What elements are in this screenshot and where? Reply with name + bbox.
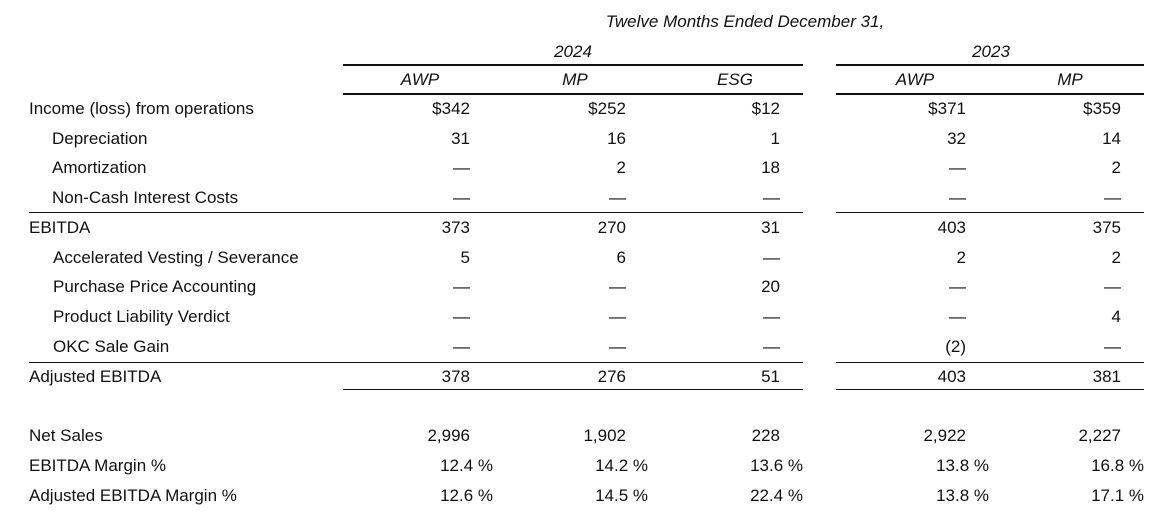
cell-accelerated-vesting-severance-awp-2024: 5 [460,248,470,267]
cell-adjusted-ebitda-margin-awp-2024: 12.6 % [440,486,493,505]
row-label-accelerated-vesting-severance: Accelerated Vesting / Severance [53,248,299,267]
cell-ebitda-awp-2023: 403 [937,218,966,237]
rule-2023-header-bottom [836,93,1144,95]
row-label-amortization: Amortization [52,158,147,177]
row-label-ebitda: EBITDA [29,218,91,237]
col-header-awp-2024: AWP [400,70,440,89]
cell-product-liability-verdict-awp-2023: — [949,307,966,326]
col-header-esg-2024: ESG [717,70,753,89]
cell-amortization-awp-2023: — [949,158,966,177]
cell-okc-sale-gain-awp-2024: — [453,337,470,356]
cell-ebitda-margin-mp-2023: 16.8 % [1091,456,1144,475]
cell-net-sales-mp-2023: 2,227 [1078,426,1121,445]
cell-net-sales-esg-2024: 228 [751,426,780,445]
row-label-non-cash-interest-costs: Non-Cash Interest Costs [52,188,239,207]
cell-accelerated-vesting-severance-mp-2024: 6 [616,248,626,267]
rule-before-adjusted-ebitda-2024 [29,362,803,363]
cell-depreciation-awp-2023: 32 [947,129,966,148]
row-label-depreciation: Depreciation [52,129,148,148]
rule-2024-header-bottom [343,93,803,95]
rule-before-adjusted-ebitda-2023 [836,362,1144,363]
cell-adjusted-ebitda-awp-2024: 378 [441,367,470,386]
cell-depreciation-mp-2024: 16 [607,129,626,148]
cell-amortization-mp-2024: 2 [616,158,626,177]
cell-amortization-mp-2023: 2 [1111,158,1121,177]
cell-adjusted-ebitda-mp-2023: 381 [1092,367,1121,386]
cell-adjusted-ebitda-esg-2024: 51 [761,367,780,386]
rule-after-adjusted-ebitda-2023 [836,389,1144,390]
cell-purchase-price-accounting-mp-2023: — [1104,277,1121,296]
col-header-mp-2023: MP [1057,70,1083,89]
cell-non-cash-interest-costs-esg-2024: — [763,188,780,207]
cell-adjusted-ebitda-margin-mp-2024: 14.5 % [595,486,648,505]
rule-2023-top [836,64,1144,66]
cell-okc-sale-gain-esg-2024: — [763,337,780,356]
row-label-okc-sale-gain: OKC Sale Gain [53,337,170,356]
cell-adjusted-ebitda-margin-esg-2024: 22.4 % [750,486,803,505]
cell-accelerated-vesting-severance-awp-2023: 2 [956,248,966,267]
cell-ebitda-esg-2024: 31 [761,218,780,237]
rule-after-adjusted-ebitda-2024 [343,389,803,390]
cell-ebitda-awp-2024: 373 [441,218,470,237]
cell-depreciation-awp-2024: 31 [451,129,470,148]
cell-purchase-price-accounting-awp-2024: — [453,277,470,296]
cell-net-sales-mp-2024: 1,902 [583,426,626,445]
cell-product-liability-verdict-mp-2024: — [609,307,626,326]
cell-ebitda-margin-awp-2023: 13.8 % [936,456,989,475]
cell-okc-sale-gain-mp-2023: — [1104,337,1121,356]
cell-non-cash-interest-costs-awp-2024: — [453,188,470,207]
cell-adjusted-ebitda-margin-awp-2023: 13.8 % [936,486,989,505]
rule-2024-top [343,64,803,66]
col-header-awp-2023: AWP [895,70,935,89]
cell-non-cash-interest-costs-mp-2024: — [609,188,626,207]
cell-product-liability-verdict-awp-2024: — [453,307,470,326]
cell-product-liability-verdict-mp-2023: 4 [1111,307,1121,326]
cell-income-from-operations-awp-2024: $342 [432,99,470,118]
row-label-income-from-operations: Income (loss) from operations [29,99,254,118]
year-2023-header: 2023 [972,42,1010,61]
cell-product-liability-verdict-esg-2024: — [763,307,780,326]
cell-okc-sale-gain-mp-2024: — [609,337,626,356]
cell-depreciation-mp-2023: 14 [1102,129,1121,148]
period-title: Twelve Months Ended December 31, [605,12,885,31]
cell-adjusted-ebitda-awp-2023: 403 [937,367,966,386]
row-label-adjusted-ebitda-margin: Adjusted EBITDA Margin % [29,486,237,505]
row-label-product-liability-verdict: Product Liability Verdict [53,307,230,326]
cell-purchase-price-accounting-esg-2024: 20 [761,277,780,296]
cell-adjusted-ebitda-mp-2024: 276 [597,367,626,386]
cell-income-from-operations-mp-2024: $252 [588,99,626,118]
cell-non-cash-interest-costs-mp-2023: — [1104,188,1121,207]
cell-adjusted-ebitda-margin-mp-2023: 17.1 % [1091,486,1144,505]
cell-income-from-operations-mp-2023: $359 [1083,99,1121,118]
cell-accelerated-vesting-severance-mp-2023: 2 [1111,248,1121,267]
cell-purchase-price-accounting-mp-2024: — [609,277,626,296]
cell-income-from-operations-awp-2023: $371 [928,99,966,118]
cell-ebitda-mp-2023: 375 [1092,218,1121,237]
row-label-ebitda-margin: EBITDA Margin % [29,456,166,475]
year-2024-header: 2024 [554,42,592,61]
cell-non-cash-interest-costs-awp-2023: — [949,188,966,207]
col-header-mp-2024: MP [562,70,588,89]
cell-ebitda-margin-awp-2024: 12.4 % [440,456,493,475]
rule-before-ebitda-2023 [836,212,1144,213]
cell-amortization-esg-2024: 18 [761,158,780,177]
row-label-adjusted-ebitda: Adjusted EBITDA [29,367,162,386]
cell-net-sales-awp-2024: 2,996 [427,426,470,445]
cell-income-from-operations-esg-2024: $12 [751,99,780,118]
cell-okc-sale-gain-awp-2023: (2) [945,337,966,356]
row-label-purchase-price-accounting: Purchase Price Accounting [53,277,257,296]
cell-accelerated-vesting-severance-esg-2024: — [763,248,780,267]
cell-amortization-awp-2024: — [453,158,470,177]
cell-ebitda-margin-mp-2024: 14.2 % [595,456,648,475]
cell-depreciation-esg-2024: 1 [770,129,780,148]
cell-ebitda-margin-esg-2024: 13.6 % [750,456,803,475]
cell-net-sales-awp-2023: 2,922 [923,426,966,445]
rule-before-ebitda-2024 [29,212,803,213]
cell-ebitda-mp-2024: 270 [597,218,626,237]
row-label-net-sales: Net Sales [29,426,103,445]
cell-purchase-price-accounting-awp-2023: — [949,277,966,296]
